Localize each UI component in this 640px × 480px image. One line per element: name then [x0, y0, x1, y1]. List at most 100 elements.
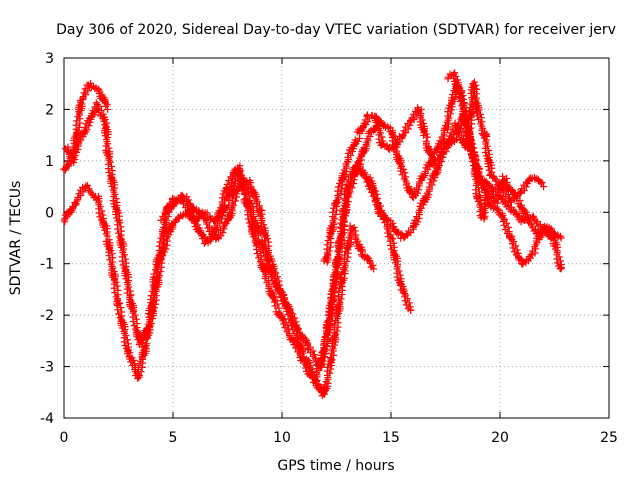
series-trace-3	[61, 79, 112, 166]
data-point-marker	[401, 297, 409, 305]
data-point-marker	[321, 381, 329, 389]
data-point-marker	[156, 257, 164, 265]
data-point-marker	[95, 108, 103, 116]
data-point-marker	[141, 343, 149, 351]
data-point-marker	[444, 108, 452, 116]
data-point-marker	[87, 83, 95, 91]
data-point-marker	[370, 192, 378, 200]
data-point-marker	[252, 245, 260, 253]
data-point-marker	[527, 251, 535, 259]
data-point-marker	[486, 172, 494, 180]
data-point-marker	[275, 304, 283, 312]
x-tick-label: 15	[382, 430, 400, 446]
data-point-marker	[390, 256, 398, 264]
data-point-marker	[490, 197, 498, 205]
data-point-marker	[394, 230, 402, 238]
data-point-marker	[323, 241, 331, 249]
data-point-marker	[534, 229, 542, 237]
data-point-marker	[230, 167, 238, 175]
data-point-marker	[153, 262, 161, 270]
data-point-marker	[471, 172, 479, 180]
data-point-marker	[387, 241, 395, 249]
data-point-marker	[292, 344, 300, 352]
data-point-marker	[479, 131, 487, 139]
data-point-marker	[120, 338, 128, 346]
data-point-marker	[409, 191, 417, 199]
data-point-marker	[492, 177, 500, 185]
data-point-marker	[392, 139, 400, 147]
data-point-marker	[509, 244, 517, 252]
data-point-marker	[105, 153, 113, 161]
data-point-marker	[325, 308, 333, 316]
data-point-marker	[75, 190, 83, 198]
series-trace-4	[157, 157, 415, 371]
data-point-marker	[435, 140, 443, 148]
data-point-marker	[502, 192, 510, 200]
series-trace-2	[60, 80, 565, 388]
data-point-marker	[435, 155, 443, 163]
data-point-marker	[119, 261, 127, 269]
data-point-marker	[436, 137, 444, 145]
data-point-marker	[264, 235, 272, 243]
data-point-marker	[73, 197, 81, 205]
x-tick-label: 5	[169, 430, 178, 446]
data-point-marker	[334, 183, 342, 191]
data-point-marker	[557, 234, 565, 242]
plot-frame	[63, 57, 610, 419]
data-point-marker	[477, 214, 485, 222]
data-point-marker	[178, 196, 186, 204]
data-point-marker	[436, 151, 444, 159]
data-point-marker	[168, 220, 176, 228]
data-point-marker	[405, 227, 413, 235]
data-point-marker	[118, 257, 126, 265]
data-point-marker	[334, 302, 342, 310]
y-tick-label: -2	[40, 308, 54, 324]
data-point-marker	[397, 167, 405, 175]
data-point-marker	[499, 172, 507, 180]
data-point-marker	[339, 169, 347, 177]
data-point-marker	[481, 197, 489, 205]
data-point-marker	[550, 242, 558, 250]
data-point-marker	[501, 226, 509, 234]
data-point-marker	[351, 136, 359, 144]
data-point-marker	[112, 211, 120, 219]
x-tick-label: 0	[60, 430, 69, 446]
data-point-marker	[134, 366, 142, 374]
data-point-marker	[78, 100, 86, 108]
y-tick-label: 2	[45, 102, 54, 118]
data-point-marker	[393, 136, 401, 144]
data-point-marker	[411, 216, 419, 224]
data-point-marker	[271, 302, 279, 310]
y-tick-label: 1	[45, 154, 54, 170]
data-point-marker	[218, 194, 226, 202]
data-point-marker	[99, 223, 107, 231]
data-point-marker	[516, 189, 524, 197]
data-point-marker	[258, 246, 266, 254]
data-point-marker	[518, 185, 526, 193]
data-point-marker	[402, 301, 410, 309]
data-point-marker	[268, 277, 276, 285]
data-point-marker	[465, 123, 473, 131]
data-point-marker	[245, 201, 253, 209]
data-point-marker	[423, 133, 431, 141]
data-point-marker	[121, 342, 129, 350]
series-trace-7	[444, 69, 565, 242]
data-point-marker	[526, 254, 534, 262]
data-point-marker	[89, 107, 97, 115]
data-point-marker	[450, 74, 458, 82]
data-point-marker	[515, 256, 523, 264]
data-point-marker	[507, 196, 515, 204]
data-point-marker	[446, 132, 454, 140]
data-point-marker	[281, 324, 289, 332]
data-point-marker	[476, 110, 484, 118]
data-point-marker	[64, 158, 72, 166]
data-point-marker	[154, 266, 162, 274]
data-point-marker	[241, 191, 249, 199]
data-point-marker	[441, 122, 449, 130]
x-tick-label: 10	[273, 430, 291, 446]
data-point-marker	[538, 178, 546, 186]
data-point-marker	[411, 188, 419, 196]
data-point-marker	[280, 320, 288, 328]
data-point-marker	[473, 112, 481, 120]
data-point-marker	[68, 154, 76, 162]
